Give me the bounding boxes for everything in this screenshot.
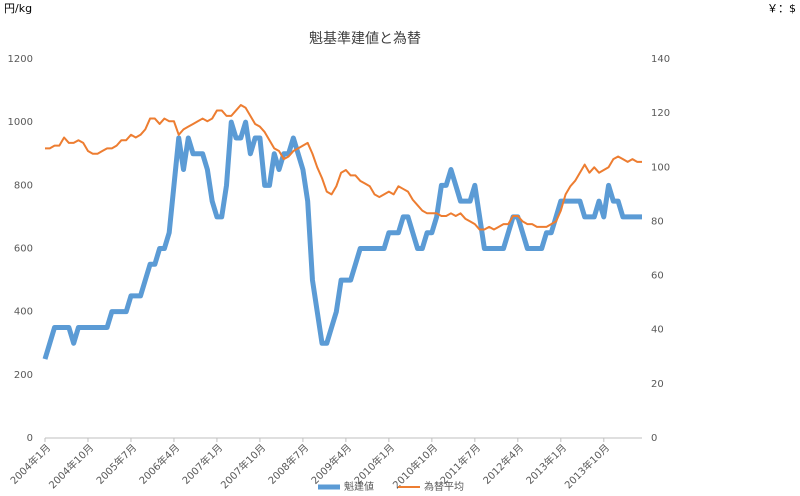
- series-line: [42, 119, 642, 360]
- legend-label: 為替平均: [424, 480, 464, 493]
- chart-title: 魁基準建値と為替: [309, 30, 421, 47]
- y-tick-label: 0: [27, 433, 33, 444]
- y2-tick-label: 80: [651, 216, 664, 227]
- y2-tick-label: 40: [651, 325, 664, 336]
- y-axis-label: 円/kg: [4, 2, 32, 15]
- y-tick-label: 1000: [8, 117, 33, 128]
- x-tick-label: 2004年1月: [7, 441, 53, 487]
- x-tick-label: 2005年7月: [93, 441, 139, 487]
- y-tick-label: 200: [14, 370, 33, 381]
- series-line: [45, 104, 642, 231]
- x-tick-label: 2011年7月: [437, 441, 483, 487]
- x-tick-label: 2006年4月: [136, 441, 182, 487]
- y2-tick-label: 20: [651, 379, 664, 390]
- y-tick-label: 1200: [8, 54, 33, 65]
- y2-tick-label: 60: [651, 271, 664, 282]
- legend-label: 魁建値: [344, 480, 374, 493]
- y2-tick-label: 0: [651, 433, 657, 444]
- x-tick-label: 2013年1月: [523, 441, 569, 487]
- y-tick-label: 400: [14, 307, 33, 318]
- x-tick-label: 2012年4月: [480, 441, 526, 487]
- y-tick-label: 600: [14, 244, 33, 255]
- x-tick-label: 2004年10月: [46, 441, 96, 491]
- x-tick-label: 2010年1月: [351, 441, 397, 487]
- x-tick-label: 2007年1月: [179, 441, 225, 487]
- x-tick-label: 2008年7月: [265, 441, 311, 487]
- y2-tick-label: 140: [651, 54, 670, 65]
- x-tick-label: 2009年4月: [308, 441, 354, 487]
- x-tick-label: 2013年10月: [562, 441, 612, 491]
- y2-tick-label: 100: [651, 162, 670, 173]
- y2-tick-label: 120: [651, 108, 670, 119]
- x-tick-label: 2007年10月: [218, 441, 268, 491]
- y2-axis-label: ￥：$: [767, 2, 796, 15]
- y-tick-label: 800: [14, 180, 33, 191]
